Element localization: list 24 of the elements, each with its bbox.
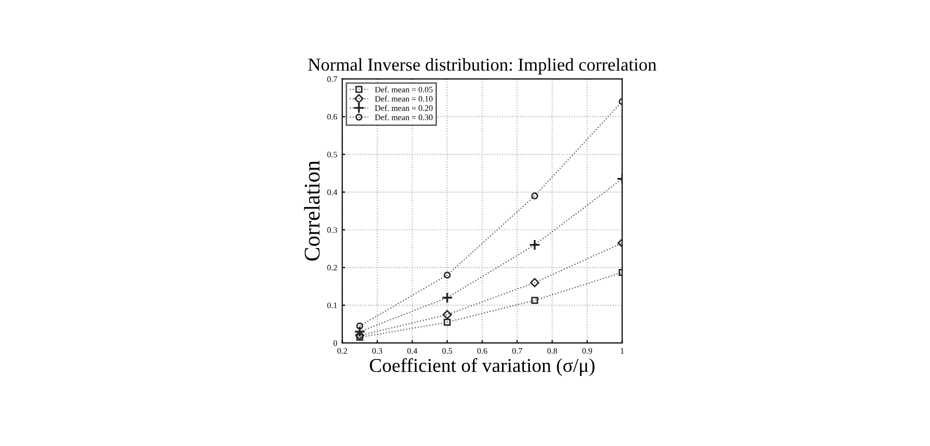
y-tick-label: 0.1 (327, 302, 337, 308)
x-tick-label: 0.9 (582, 348, 592, 354)
x-tick-label: 0.6 (477, 348, 488, 354)
y-tick-label: 0.6 (327, 114, 338, 120)
x-tick-label: 0.3 (372, 348, 382, 354)
y-tick-label: 0 (334, 340, 338, 346)
legend-label: Def. mean = 0.30 (374, 114, 433, 120)
legend-label: Def. mean = 0.10 (374, 96, 433, 102)
x-tick-label: 1 (620, 348, 624, 354)
x-tick-label: 0.8 (547, 348, 558, 354)
chart-title: Normal Inverse distribution: Implied correlation (308, 58, 656, 74)
legend-label: Def. mean = 0.20 (374, 104, 433, 111)
y-tick-label: 0.5 (327, 152, 338, 158)
x-axis-title: Coefficient of variation (σ/μ) (370, 358, 594, 376)
y-tick-label: 0.7 (327, 76, 338, 82)
x-tick-label: 0.2 (337, 348, 347, 354)
legend-label: Def. mean = 0.05 (374, 86, 433, 92)
x-tick-label: 0.4 (407, 348, 418, 354)
y-axis-title: Correlation (304, 160, 320, 261)
x-tick-label: 0.5 (442, 348, 452, 354)
y-tick-label: 0.2 (327, 264, 337, 271)
x-tick-label: 0.7 (512, 348, 522, 354)
y-tick-label: 0.4 (327, 189, 338, 196)
y-tick-label: 0.3 (327, 227, 338, 233)
